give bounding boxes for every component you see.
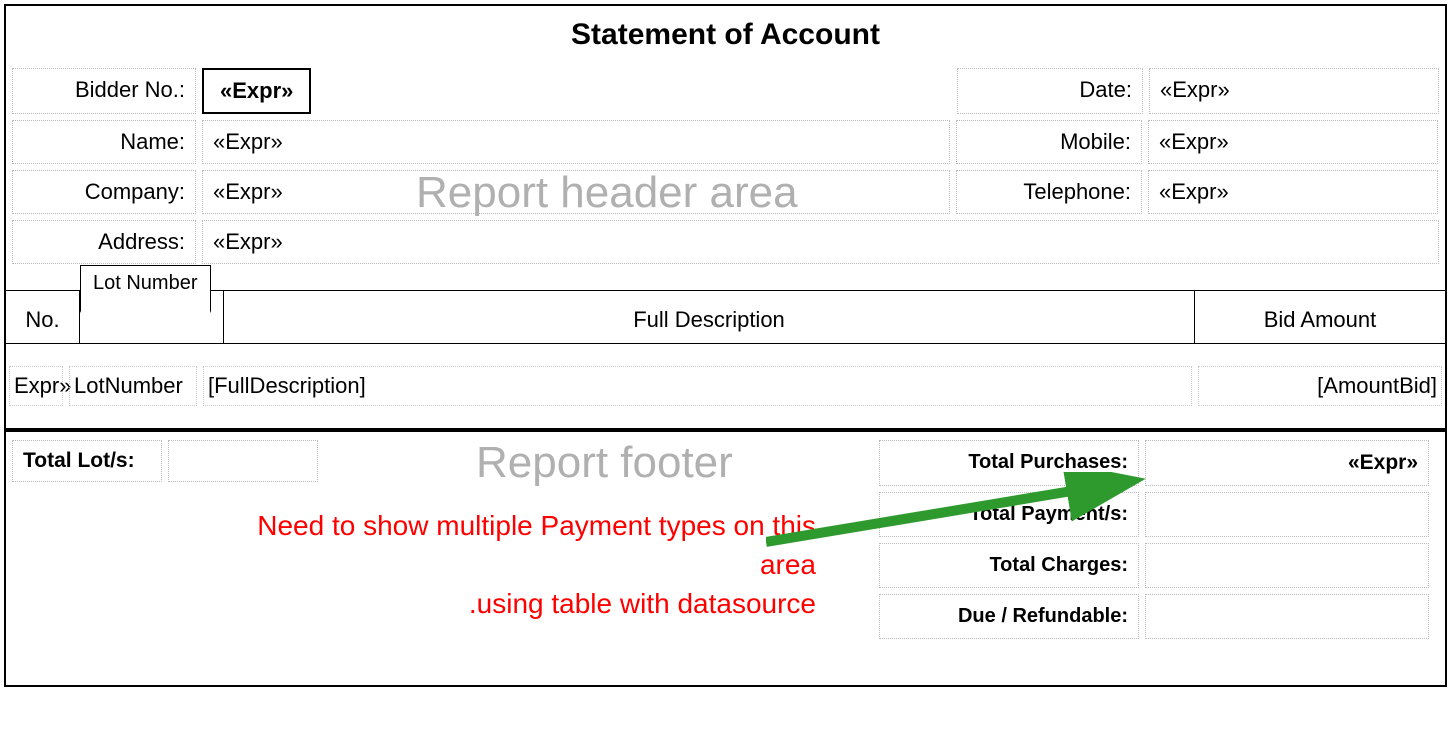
- header-row-name: Name: «Expr» Mobile: «Expr»: [12, 120, 1439, 164]
- lot-number-tab: Lot Number: [80, 265, 211, 313]
- telephone-label: Telephone:: [956, 170, 1142, 214]
- telephone-value: «Expr»: [1148, 170, 1438, 214]
- column-header-row: Lot Number No. Full Description Bid Amou…: [6, 290, 1445, 344]
- company-value: «Expr»: [202, 170, 950, 214]
- total-payments-row: Total Payment/s:: [879, 492, 1439, 537]
- total-charges-label: Total Charges:: [879, 543, 1139, 588]
- total-charges-value: [1145, 543, 1429, 588]
- footer-watermark: Report footer: [476, 438, 733, 488]
- bidder-no-value-wrap: «Expr»: [202, 68, 311, 114]
- bidder-no-label: Bidder No.:: [12, 68, 196, 114]
- total-payments-label: Total Payment/s:: [879, 492, 1139, 537]
- footer-totals: Total Purchases: «Expr» Total Payment/s:…: [879, 440, 1439, 639]
- header-row-bidder: Bidder No.: «Expr» Date: «Expr»: [12, 68, 1439, 114]
- date-value: «Expr»: [1149, 68, 1439, 114]
- mobile-label: Mobile:: [956, 120, 1142, 164]
- bidder-no-value: «Expr»: [202, 68, 311, 114]
- due-refundable-label: Due / Refundable:: [879, 594, 1139, 639]
- total-lots-group: Total Lot/s:: [12, 440, 318, 482]
- header-row-company: Company: «Expr» Telephone: «Expr»: [12, 170, 1439, 214]
- total-lots-label: Total Lot/s:: [12, 440, 162, 482]
- spacer: [311, 68, 951, 114]
- annotation-line2: .using table with datasource: [196, 584, 816, 623]
- name-label: Name:: [12, 120, 196, 164]
- total-charges-row: Total Charges:: [879, 543, 1439, 588]
- mobile-value: «Expr»: [1148, 120, 1438, 164]
- report-title: Statement of Account: [6, 6, 1445, 68]
- address-value: «Expr»: [202, 220, 1439, 264]
- report-header-area: Report header area Bidder No.: «Expr» Da…: [6, 68, 1445, 290]
- data-lot-number: LotNumber: [69, 366, 197, 406]
- data-no: Expr»: [9, 366, 63, 406]
- annotation-text: Need to show multiple Payment types on t…: [196, 506, 816, 624]
- company-label: Company:: [12, 170, 196, 214]
- address-label: Address:: [12, 220, 196, 264]
- data-row: Expr» LotNumber [FullDescription] [Amoun…: [6, 344, 1445, 428]
- col-bid-amount: Bid Amount: [1195, 291, 1445, 343]
- report-container: Statement of Account Report header area …: [4, 4, 1447, 687]
- name-value: «Expr»: [202, 120, 950, 164]
- date-label: Date:: [957, 68, 1143, 114]
- data-full-description: [FullDescription]: [203, 366, 1192, 406]
- due-refundable-row: Due / Refundable:: [879, 594, 1439, 639]
- due-refundable-value: [1145, 594, 1429, 639]
- report-footer-area: Report footer Total Lot/s: Need to show …: [6, 432, 1445, 639]
- total-purchases-row: Total Purchases: «Expr»: [879, 440, 1439, 486]
- total-purchases-label: Total Purchases:: [879, 440, 1139, 486]
- data-bid-amount: [AmountBid]: [1198, 366, 1442, 406]
- header-row-address: Address: «Expr»: [12, 220, 1439, 264]
- total-purchases-value: «Expr»: [1145, 440, 1429, 486]
- col-description: Full Description: [224, 291, 1195, 343]
- total-lots-value: [168, 440, 318, 482]
- annotation-line1: Need to show multiple Payment types on t…: [196, 506, 816, 584]
- col-no: No.: [6, 291, 80, 343]
- total-payments-value: [1145, 492, 1429, 537]
